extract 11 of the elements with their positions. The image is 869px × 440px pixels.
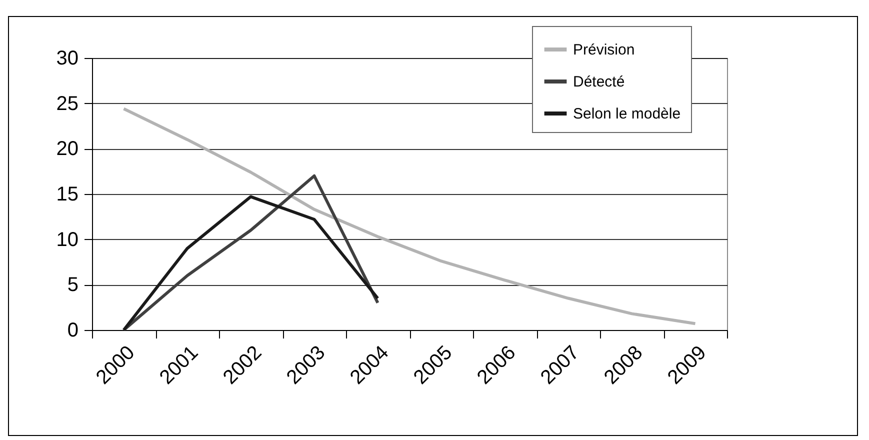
line-series (122, 107, 697, 326)
y-tick-label: 10 (56, 228, 78, 251)
y-tick-label: 30 (56, 48, 78, 70)
legend-label: Prévision (573, 42, 635, 58)
y-tick-label: 20 (56, 138, 78, 160)
y-tick-label: 5 (67, 274, 78, 296)
legend-label: Détecté (573, 74, 625, 90)
y-tick-label: 0 (67, 320, 78, 342)
y-tick-label: 15 (56, 184, 78, 206)
y-tick-label: 25 (56, 92, 78, 115)
legend-label: Selon le modèle (573, 106, 681, 122)
